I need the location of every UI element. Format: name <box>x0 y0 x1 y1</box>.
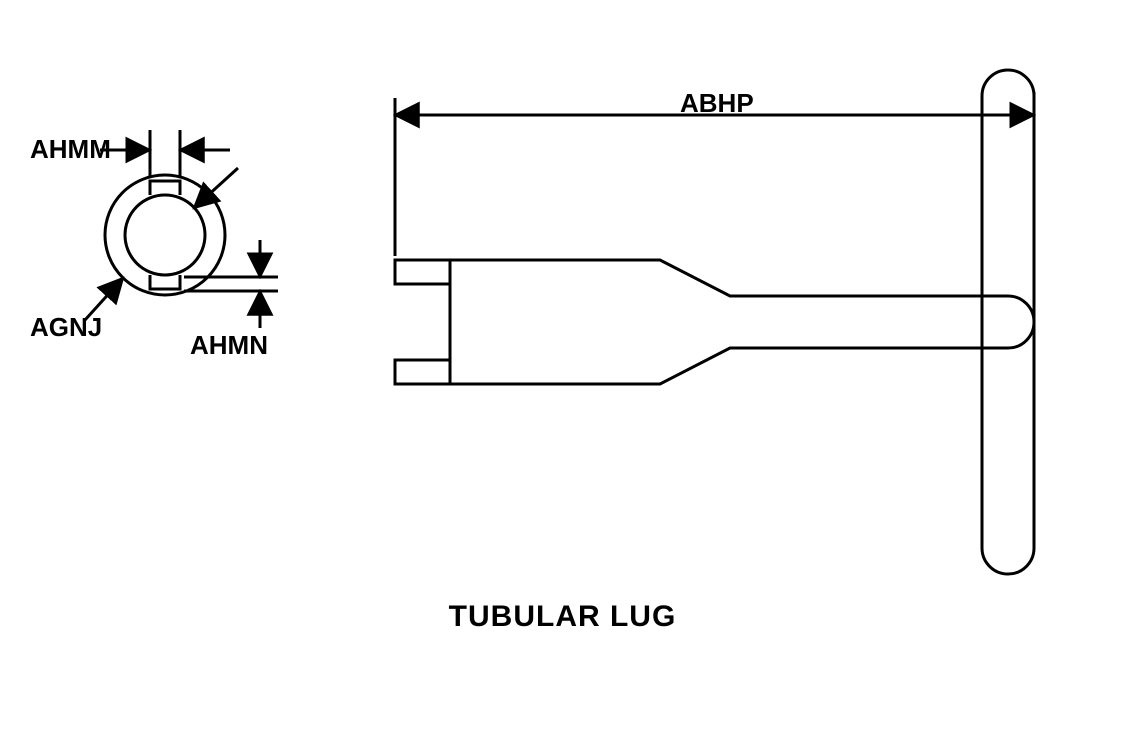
diagram-canvas: AHMM AGNJ AHMN ABHP TUBULAR LUG <box>0 0 1125 734</box>
diagram-title: TUBULAR LUG <box>0 600 1125 634</box>
side-view <box>395 70 1034 574</box>
label-abhp: ABHP <box>680 88 754 119</box>
label-ahmn: AHMN <box>190 330 268 361</box>
dim-ahmm <box>100 130 230 178</box>
label-agnj: AGNJ <box>30 312 102 343</box>
label-ahmm: AHMM <box>30 134 111 165</box>
